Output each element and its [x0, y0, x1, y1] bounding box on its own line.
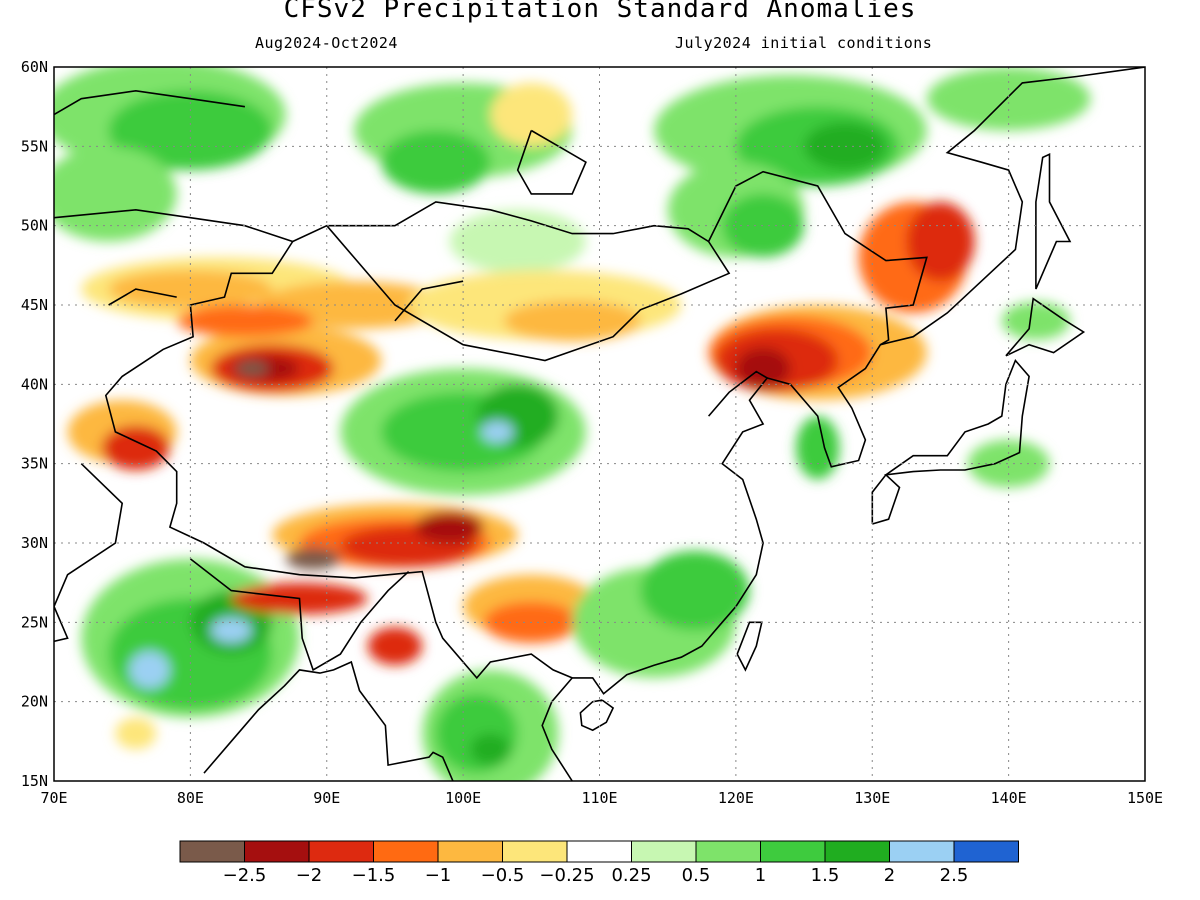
boundary-line [104, 241, 573, 680]
boundary-line [203, 660, 454, 781]
lat-label: 20N [21, 693, 48, 711]
boundary-line [108, 288, 177, 306]
boundary-line [54, 89, 246, 116]
anomaly-patch [480, 420, 514, 444]
grid-lines [54, 67, 1145, 781]
colorbar-label: −2 [296, 865, 323, 886]
colorbar-label: −2.5 [223, 865, 267, 886]
anomaly-patch [435, 693, 518, 774]
colorbar: −2.5 −2 −1.5 −1 −0.5 −0.25 0.25 0.5 1 1.5 2 2.5 [179, 840, 1019, 886]
boundary-line [54, 463, 124, 643]
anomaly-patch [640, 550, 750, 631]
lat-label: 30N [21, 534, 48, 552]
lon-label: 140E [991, 789, 1027, 807]
lat-label: 25N [21, 613, 48, 631]
colorbar-swatch [631, 840, 697, 863]
anomaly-patch [449, 209, 586, 274]
lon-label: 110E [581, 789, 617, 807]
lon-label: 150E [1127, 789, 1163, 807]
anomaly-patch [115, 717, 157, 750]
lon-label: 80E [177, 789, 204, 807]
initial-conditions: July2024 initial conditions [675, 34, 933, 52]
colorbar-swatch [373, 840, 439, 863]
anomaly-patch [54, 146, 177, 242]
lon-label: 90E [313, 789, 340, 807]
lat-label: 55N [21, 137, 48, 155]
colorbar-label: 0.25 [611, 865, 651, 886]
colorbar-label: −0.5 [481, 865, 525, 886]
colorbar-label: 0.5 [682, 865, 711, 886]
anomaly-patch [926, 67, 1091, 131]
anomaly-patch [967, 439, 1050, 488]
lon-label: 100E [445, 789, 481, 807]
anomaly-patch [906, 201, 975, 282]
longitude-labels: 70E 80E 90E 100E 110E 120E 130E 140E 150E [40, 789, 1163, 807]
anomaly-patch [1001, 301, 1070, 340]
anomaly-patch [210, 617, 252, 643]
colorbar-swatch [889, 840, 955, 863]
map-frame [53, 66, 1146, 782]
boundary-line [736, 621, 763, 672]
boundary-line [394, 280, 464, 322]
lon-label: 70E [40, 789, 67, 807]
lat-label: 15N [21, 772, 48, 790]
anomaly-patch [101, 425, 170, 471]
lon-label: 130E [854, 789, 890, 807]
colorbar-label: −1.5 [352, 865, 396, 886]
anomaly-patch [235, 360, 269, 377]
anomaly-patch [469, 733, 511, 766]
anomaly-patch [490, 82, 573, 147]
anomaly-patch [415, 511, 484, 543]
colorbar-label: 2.5 [940, 865, 969, 886]
boundary-line [766, 67, 1145, 468]
anomaly-field [54, 67, 1145, 781]
colorbar-label: 1 [755, 865, 766, 886]
anomaly-patch [108, 270, 273, 309]
colorbar-swatch [244, 840, 310, 863]
boundary-line [871, 358, 1030, 525]
anomaly-patch [176, 305, 314, 337]
anomaly-patch [795, 416, 840, 480]
colorbar-swatch [179, 840, 245, 863]
colorbar-swatch [760, 840, 826, 863]
colorbar-swatch [308, 840, 374, 863]
anomaly-patch [735, 347, 791, 390]
boundary-line [579, 699, 615, 732]
lat-label: 45N [21, 296, 48, 314]
anomaly-patch [722, 193, 805, 258]
latitude-labels: 60N 55N 50N 45N 40N 35N 30N 25N 20N 15N [21, 58, 48, 790]
lat-label: 60N [21, 58, 48, 76]
forecast-period: Aug2024-Oct2024 [255, 34, 398, 52]
colorbar-label: 1.5 [811, 865, 840, 886]
colorbar-swatch [437, 840, 503, 863]
colorbar-label: −1 [425, 865, 452, 886]
map-title: CFSv2 Precipitation Standard Anomalies [283, 0, 917, 24]
colorbar-label: 2 [884, 865, 895, 886]
anomaly-patch [129, 650, 170, 689]
boundary-line [326, 225, 731, 362]
colorbar-swatch [502, 840, 568, 863]
lon-label: 120E [718, 789, 754, 807]
boundary-line [1035, 153, 1072, 290]
colorbar-label: −0.25 [539, 865, 594, 886]
anomaly-patch [381, 130, 491, 194]
boundary-line [1005, 297, 1086, 357]
anomaly-patch [285, 547, 341, 570]
lat-label: 35N [21, 455, 48, 473]
lat-label: 50N [21, 217, 48, 235]
colorbar-swatch [566, 840, 632, 863]
colorbar-swatch [824, 840, 890, 863]
anomaly-patch [804, 122, 886, 171]
anomaly-patch [367, 627, 423, 666]
colorbar-swatch [695, 840, 761, 863]
lat-label: 40N [21, 375, 48, 393]
colorbar-swatch [953, 840, 1019, 863]
anomaly-patch [504, 300, 641, 342]
boundary-line [189, 558, 410, 672]
